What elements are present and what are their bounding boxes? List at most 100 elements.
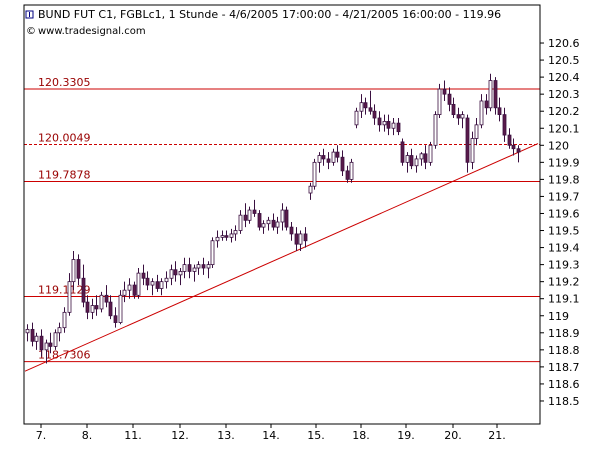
candle: [474, 118, 479, 146]
candle: [243, 203, 248, 228]
candle-body: [345, 170, 350, 180]
candle-body: [354, 110, 359, 126]
candle: [159, 278, 164, 296]
y-tick-label: 120.1: [548, 122, 580, 135]
candle: [94, 295, 99, 316]
candle-body: [76, 259, 81, 279]
x-tick-label: 13.: [217, 429, 235, 442]
candle-body: [192, 267, 197, 272]
candle-body: [414, 158, 419, 167]
y-tick-label: 118.7: [548, 361, 580, 374]
candle-body: [99, 294, 104, 310]
candle: [271, 213, 276, 231]
candle-body: [409, 155, 414, 167]
candle: [145, 271, 150, 291]
candle: [233, 225, 238, 241]
candle-body: [164, 277, 169, 283]
candle-body: [122, 289, 127, 296]
candle-body: [215, 236, 220, 242]
candle-body: [238, 214, 243, 231]
candle: [349, 158, 354, 183]
candle-body: [497, 107, 502, 116]
candle-body: [284, 209, 289, 228]
candle-body: [447, 93, 452, 105]
candle: [345, 165, 350, 183]
x-tick-label: 21.: [488, 429, 506, 442]
candle: [511, 138, 516, 156]
plot-frame: [23, 4, 541, 425]
candle: [303, 227, 308, 248]
candle: [317, 152, 322, 173]
candle-body: [127, 284, 132, 291]
x-tick-label: 19.: [397, 429, 415, 442]
x-axis: 7. 8. 11. 12. 13. 14. 15. 18. 19. 20. 21.: [36, 424, 506, 442]
candle-body: [159, 281, 164, 289]
y-tick-label: 119.4: [548, 242, 580, 255]
candle: [169, 264, 174, 286]
candle: [48, 332, 53, 354]
candle: [335, 145, 340, 163]
candle-body: [252, 209, 257, 214]
candle: [57, 322, 62, 342]
candle-body: [456, 114, 461, 119]
candle-body: [266, 219, 271, 225]
candle: [479, 94, 484, 129]
candle-body: [25, 328, 30, 334]
candle-body: [90, 305, 95, 313]
y-tick-label: 120.2: [548, 105, 580, 118]
candle: [321, 148, 326, 166]
y-tick-label: 119.5: [548, 225, 580, 238]
candle-body: [233, 230, 238, 235]
candle-body: [493, 80, 498, 109]
candle: [127, 278, 132, 299]
y-tick-label: 119.6: [548, 207, 580, 220]
candle-body: [363, 102, 368, 109]
candle: [104, 285, 109, 308]
horizontal-levels: 120.3305 120.0049 119.7878 119.1129 118.7306: [24, 76, 540, 363]
candle-body: [317, 155, 322, 163]
candle: [25, 324, 30, 342]
candle-body: [187, 264, 192, 272]
y-tick-label: 119.9: [548, 156, 580, 169]
candle: [382, 114, 387, 132]
y-tick-label: 119.3: [548, 259, 580, 272]
candle-body: [294, 233, 299, 245]
candle: [53, 329, 58, 350]
candle: [423, 145, 428, 170]
x-tick-label: 18.: [352, 429, 370, 442]
y-tick-label: 119: [548, 310, 569, 323]
candle-body: [368, 107, 373, 112]
candle: [44, 339, 49, 364]
candle-body: [85, 301, 90, 313]
candle-body: [81, 277, 86, 303]
candle-body: [451, 103, 456, 116]
candle-body: [145, 277, 150, 286]
candle-body: [470, 138, 475, 163]
candle: [465, 114, 470, 173]
candle: [419, 152, 424, 166]
candle: [39, 329, 44, 357]
candle-body: [391, 122, 396, 129]
candle-body: [377, 117, 382, 126]
y-tick-label: 119.7: [548, 190, 580, 203]
candle-body: [62, 311, 67, 329]
candle: [400, 138, 405, 166]
candle: [331, 148, 336, 166]
candle: [484, 94, 489, 115]
candle-body: [150, 281, 155, 286]
candle: [252, 199, 257, 217]
candle-body: [173, 269, 178, 276]
candle: [187, 257, 192, 279]
candle-body: [502, 114, 507, 136]
candle-body: [275, 221, 280, 228]
candle: [354, 107, 359, 129]
candle: [298, 230, 303, 251]
candle: [155, 274, 160, 292]
candle: [210, 237, 215, 269]
candle: [493, 77, 498, 115]
candle: [391, 118, 396, 136]
y-tick-label: 119.2: [548, 276, 580, 289]
candle: [238, 210, 243, 234]
candle-body: [30, 328, 35, 342]
candle: [99, 291, 104, 313]
